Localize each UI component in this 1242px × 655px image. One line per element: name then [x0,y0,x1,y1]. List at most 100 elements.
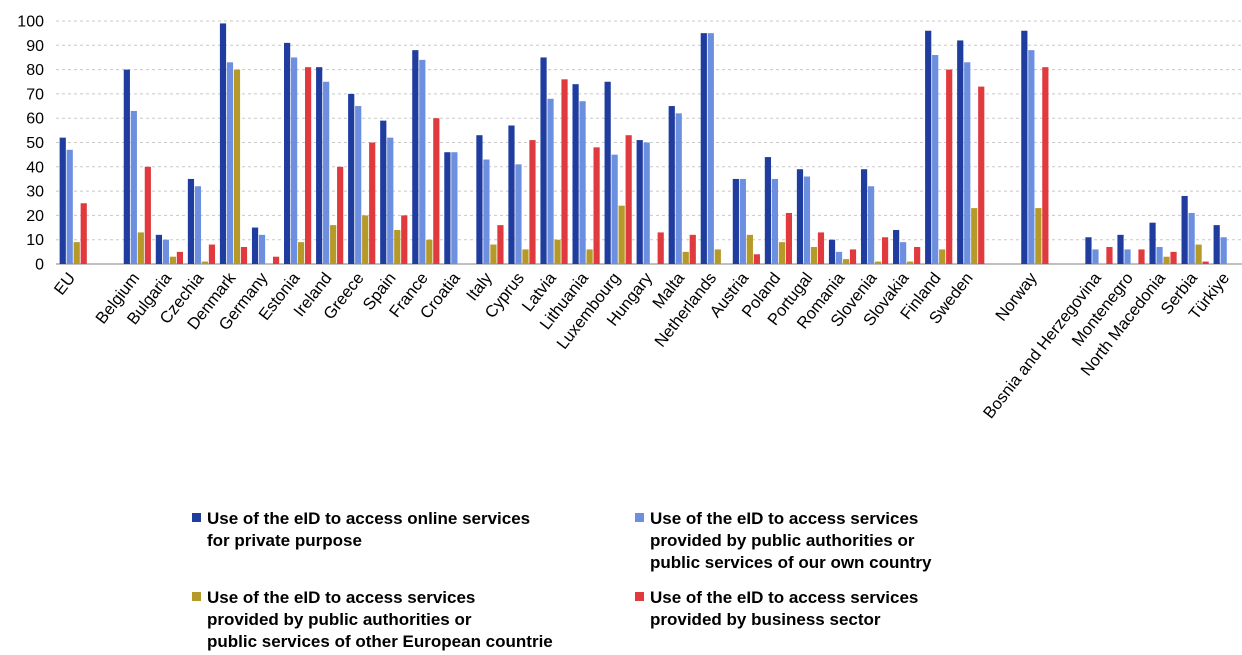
bar [66,149,73,264]
bar [80,203,87,264]
bar [394,229,401,264]
bar [401,215,408,264]
legend-swatch-series-1 [192,513,201,522]
y-tick-label: 0 [35,257,44,274]
bar [251,227,259,264]
bar [1181,195,1188,264]
bar [348,93,355,265]
bar [932,55,939,264]
bar [907,261,914,264]
bar [515,164,522,264]
bar [1117,234,1124,264]
bar [732,178,739,264]
bar [1124,249,1131,264]
bar [362,215,369,264]
bar [144,166,151,264]
bar [810,246,818,264]
bar [881,237,889,264]
bar [586,249,593,264]
bar [451,152,458,264]
bar [176,251,183,264]
bar [1188,212,1195,264]
bar [284,42,291,265]
bar [201,261,209,264]
bar [604,81,611,264]
bar [508,125,515,265]
bar [860,169,868,264]
bar [1106,246,1113,264]
bar [946,69,953,264]
bar [258,234,266,264]
bar [433,118,440,264]
bar [387,137,394,264]
bar [291,57,298,265]
legend-item-series-4: Use of the eID to access services provid… [635,587,918,631]
bar [554,239,561,264]
bar [835,251,843,264]
bar [618,205,625,264]
bar [739,178,746,264]
bar [298,242,305,264]
bar [369,142,376,264]
bar [483,159,490,264]
legend-label-series-4: Use of the eID to access services provid… [650,588,919,629]
bar [529,140,536,264]
y-tick-label: 90 [26,38,44,55]
bar [208,244,216,264]
bar [1138,249,1145,264]
bar [579,101,586,264]
bar [337,166,344,264]
bar [668,106,675,264]
legend-swatch-series-4 [635,592,644,601]
bar [419,59,426,264]
bar [1042,67,1049,264]
bar [753,254,760,264]
bar [305,67,312,264]
bar [59,137,66,264]
bar [1195,244,1202,264]
y-tick-label: 40 [26,159,44,176]
y-tick-label: 50 [26,135,44,152]
bar [1213,225,1220,264]
legend-label-series-1: Use of the eID to access online services… [207,509,531,550]
y-tick-label: 100 [17,14,44,31]
legend-swatch-series-3 [192,592,201,601]
y-tick-label: 70 [26,86,44,103]
bar [233,69,241,264]
y-tick-label: 20 [26,208,44,225]
bar [925,30,932,264]
bar [611,154,618,264]
bar [1149,222,1156,264]
bar [1163,256,1170,264]
bar [1028,50,1035,264]
bar [1092,249,1099,264]
bar [771,178,779,264]
legend-item-series-1: Use of the eID to access online services… [192,508,530,552]
bar [272,256,280,264]
legend-item-series-3: Use of the eID to access services provid… [192,587,553,653]
bar [316,67,323,264]
bar [849,249,857,264]
bar [842,259,850,264]
bar [971,208,978,264]
bar [1156,246,1163,264]
legend-label-series-3: Use of the eID to access services provid… [207,588,553,651]
bar [1202,261,1209,264]
bar [73,242,80,264]
bar [572,84,579,265]
bar [137,232,144,264]
bar [700,33,707,265]
bar [778,242,786,264]
bar [803,176,811,264]
bar [1021,30,1028,264]
bar [155,234,162,264]
bar [162,239,169,264]
bar [785,212,793,264]
bar [1170,251,1177,264]
bar [796,169,804,264]
bar [957,40,964,264]
bar [130,110,137,264]
bar [817,232,825,264]
bar [194,186,202,264]
bar [497,225,504,264]
